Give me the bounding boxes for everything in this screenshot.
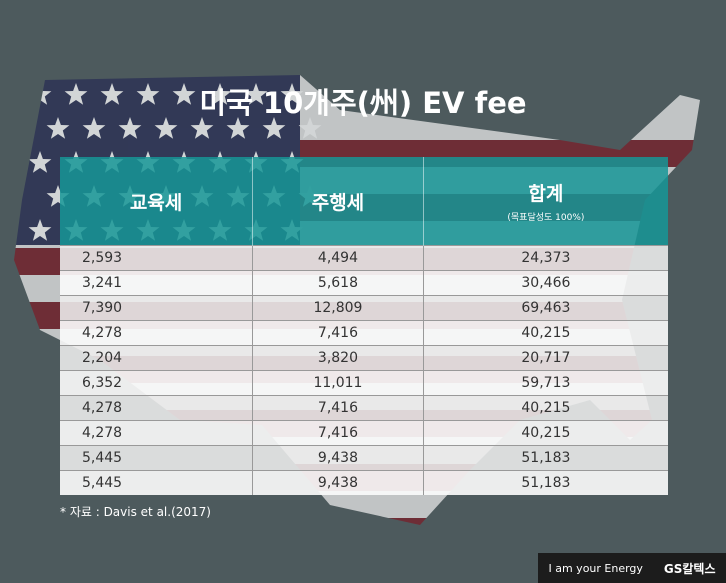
star [244,83,268,105]
star [46,117,70,139]
cell: 20,717 [422,345,668,371]
cell: 7,390 [60,295,253,321]
header-cell: 교육세 [60,157,253,246]
brand: GS칼텍스 [663,561,716,576]
cell: 2,204 [60,345,253,371]
cell: 24,373 [422,245,668,271]
cell: 5,445 [60,470,253,495]
row: 3,241 5,618 30,466 [60,270,668,296]
cell: 59,713 [422,370,668,396]
cell: 4,494 [252,245,424,271]
row: 6,352 11,011 59,713 [60,370,668,396]
source: * 자료 : Davis et al.(2017) [60,505,211,519]
cell: 40,215 [422,395,668,421]
cell: 40,215 [422,420,668,446]
cell: 40,215 [422,320,668,346]
cell: 5,445 [60,445,253,471]
row: 4,278 7,416 40,215 [60,395,668,421]
cell: 69,463 [422,295,668,321]
cell: 7,416 [252,395,424,421]
footer: I am your Energy GS칼텍스 [538,553,726,583]
table: 교육세 주행세 합계 (목표달성도 100%) 2,593 4,494 24,373 3… [60,157,668,495]
cell: 9,438 [252,445,424,471]
header-cell: 합계 (목표달성도 100%) [422,157,668,246]
row: 2,204 3,820 20,717 [60,345,668,371]
header-cell: 주행세 [252,157,424,246]
star [64,83,88,105]
cell: 4,278 [60,420,253,446]
cell: 11,011 [252,370,424,396]
cell: 4,278 [60,395,253,421]
cell: 30,466 [422,270,668,296]
cell: 9,438 [252,470,424,495]
star [100,83,124,105]
star [172,83,196,105]
cell: 4,278 [60,320,253,346]
row: 2,593 4,494 24,373 [60,245,668,271]
star [154,117,178,139]
star [280,83,304,105]
star [226,117,250,139]
cell: 51,183 [422,470,668,495]
slogan: I am your Energy [548,561,643,575]
row: 5,445 9,438 51,183 [60,470,668,495]
star [118,117,142,139]
cell: 2,593 [60,245,253,271]
cell: 12,809 [252,295,424,321]
cell: 5,618 [252,270,424,296]
stripe [14,518,700,525]
cell: 7,416 [252,320,424,346]
cell: 3,820 [252,345,424,371]
row: 7,390 12,809 69,463 [60,295,668,321]
header-note: (목표달성도 100%) [507,213,585,223]
row: 4,278 7,416 40,215 [60,320,668,346]
header-row: 교육세 주행세 합계 (목표달성도 100%) [60,157,668,246]
title: 미국 10개주(州) EV fee [199,86,527,120]
star [190,117,214,139]
cell: 3,241 [60,270,253,296]
star [298,117,322,139]
cell: 6,352 [60,370,253,396]
star [46,185,70,207]
row: 4,278 7,416 40,215 [60,420,668,446]
star [136,83,160,105]
star [82,117,106,139]
star [262,117,286,139]
row: 5,445 9,438 51,183 [60,445,668,471]
cell: 51,183 [422,445,668,471]
cell: 7,416 [252,420,424,446]
star [28,219,52,241]
star [28,151,52,173]
star [208,83,232,105]
